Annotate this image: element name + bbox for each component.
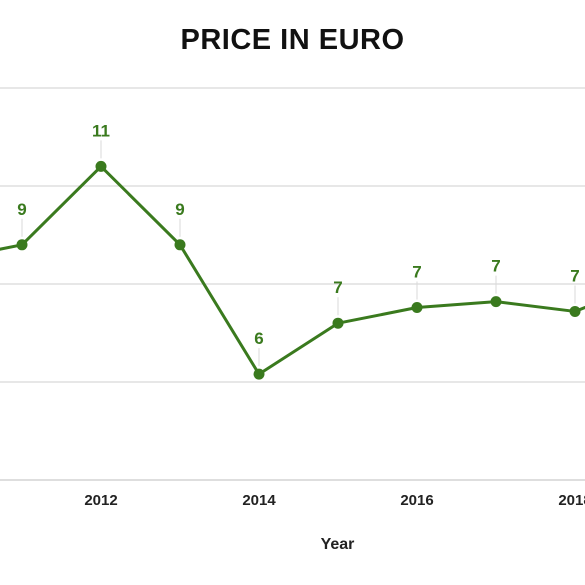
x-tick-label: 2014 — [242, 492, 276, 509]
data-point — [332, 317, 344, 329]
x-tick-label: 2016 — [400, 492, 433, 509]
data-label: 9 — [17, 200, 26, 219]
data-point — [95, 160, 107, 172]
data-point — [16, 239, 28, 251]
data-point — [569, 305, 581, 317]
chart-title: PRICE IN EURO — [180, 24, 405, 56]
x-axis-label: Year — [320, 536, 355, 553]
x-tick-label: 2018 — [558, 492, 585, 509]
data-label: 9 — [175, 200, 184, 219]
data-label: 7 — [333, 278, 342, 297]
data-label: 7 — [412, 263, 421, 282]
series-line — [0, 164, 585, 376]
data-label: 7 — [491, 257, 500, 276]
data-label: 11 — [92, 121, 110, 140]
data-point — [490, 296, 502, 308]
data-label: 7 — [570, 266, 579, 285]
data-point — [253, 368, 265, 380]
data-point — [411, 302, 423, 314]
data-label: 6 — [254, 329, 263, 348]
data-point — [174, 239, 186, 251]
x-tick-label: 2012 — [84, 492, 117, 509]
